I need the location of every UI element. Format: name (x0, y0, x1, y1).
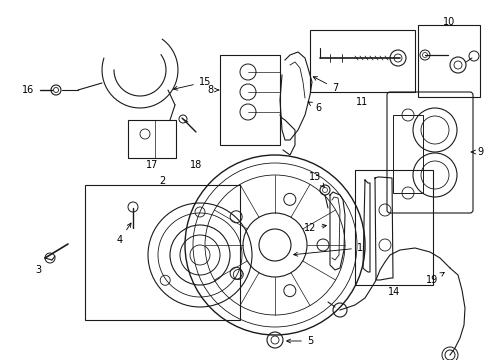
Text: 6: 6 (308, 102, 321, 113)
Text: 14: 14 (388, 287, 400, 297)
Text: 3: 3 (35, 265, 41, 275)
Text: 16: 16 (22, 85, 34, 95)
Text: 10: 10 (443, 17, 455, 27)
Bar (393, 115, 423, 193)
Text: 15: 15 (173, 77, 211, 90)
Bar (85, 185, 240, 320)
Text: 11: 11 (356, 97, 368, 107)
Text: 7: 7 (313, 77, 338, 93)
Text: 1: 1 (294, 243, 363, 256)
Text: 9: 9 (471, 147, 483, 157)
Bar (220, 55, 280, 145)
Text: 18: 18 (190, 160, 202, 170)
Bar (418, 25, 480, 97)
Bar (355, 170, 433, 285)
Text: 2: 2 (159, 176, 165, 186)
Bar (310, 30, 415, 92)
Text: 12: 12 (304, 223, 326, 233)
Text: 19: 19 (426, 273, 444, 285)
Text: 13: 13 (309, 172, 324, 187)
Text: 17: 17 (146, 160, 158, 170)
Text: 4: 4 (117, 223, 131, 245)
Bar (128, 120, 176, 158)
Text: 8: 8 (207, 85, 219, 95)
Text: 5: 5 (287, 336, 313, 346)
